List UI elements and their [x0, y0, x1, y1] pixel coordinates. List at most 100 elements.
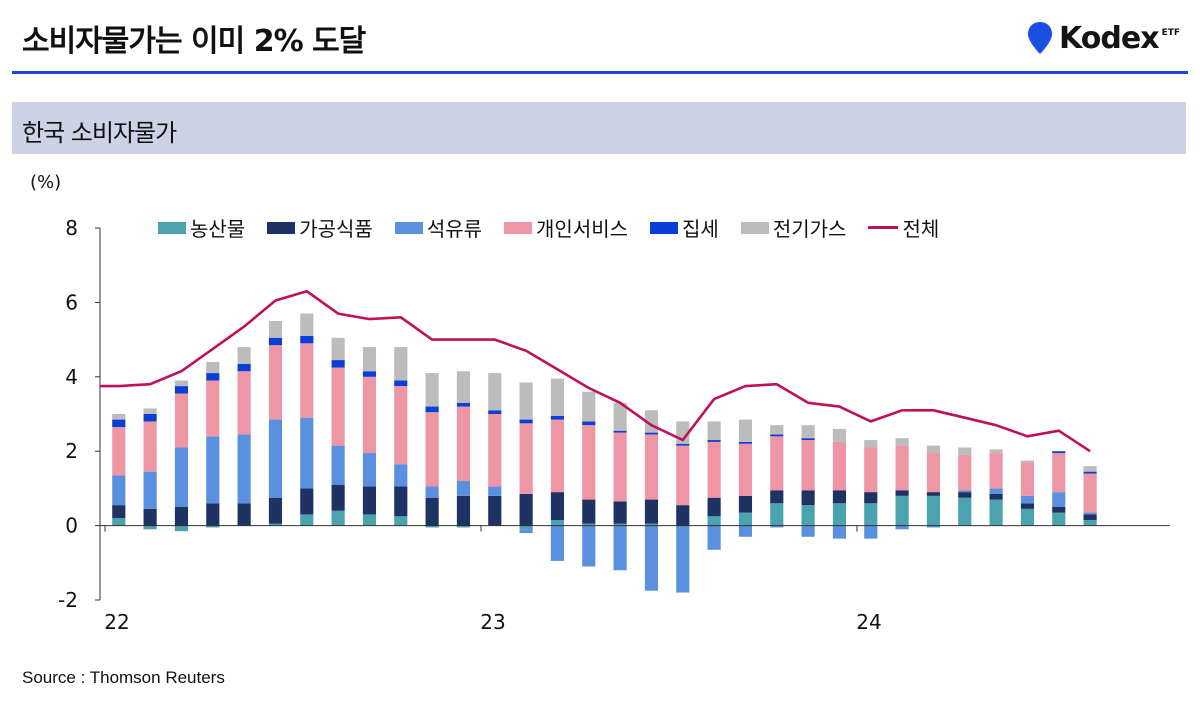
legend-swatch-processed-food	[267, 221, 296, 234]
bar-segment-utilities	[112, 414, 126, 420]
bar-segment-rent	[331, 360, 345, 368]
bar-segment-utilities	[801, 425, 815, 439]
bar-segment-personal_services	[550, 419, 565, 493]
bar-segment-agri	[112, 518, 126, 526]
bar-segment-petroleum	[1083, 512, 1097, 515]
bar-segment-agri	[770, 503, 784, 526]
bar-segment-processed_food	[394, 486, 408, 517]
bar-segment-personal_services	[676, 445, 690, 506]
bar-segment-petroleum	[425, 486, 439, 498]
bar-segment-personal_services	[174, 393, 189, 448]
bar-segment-personal_services	[112, 427, 126, 476]
bar-segment-rent	[456, 402, 471, 407]
bar-segment-utilities	[237, 347, 251, 364]
bar-segment-rent	[112, 419, 126, 428]
bar-segment-petroleum	[488, 486, 502, 496]
bar-segment-petroleum	[268, 419, 283, 498]
bar-segment-rent	[519, 419, 533, 424]
bar-segment-agri	[268, 523, 283, 526]
bar-segment-utilities	[707, 421, 721, 441]
bar-segment-rent	[268, 337, 283, 346]
legend-label-utilities: 전기가스	[772, 217, 847, 241]
bar-segment-petroleum	[707, 525, 721, 550]
bar-segment-rent	[707, 440, 721, 442]
legend-swatch-rent	[650, 221, 679, 234]
y-axis-unit: (%)	[30, 172, 62, 193]
bar-segment-agri	[425, 525, 439, 528]
bar-segment-processed_food	[488, 495, 502, 526]
bar-segment-personal_services	[832, 441, 847, 491]
bar-segment-utilities	[331, 337, 345, 361]
legend-label-total: 전체	[902, 217, 940, 241]
bar-segment-processed_food	[1020, 503, 1035, 509]
bar-segment-personal_services	[958, 454, 972, 491]
bar-segment-utilities	[143, 408, 157, 414]
bar-segment-agri	[362, 514, 377, 526]
bar-segment-utilities	[300, 313, 314, 336]
bar-segment-agri	[895, 495, 909, 526]
bar-segment-processed_food	[519, 493, 533, 526]
bar-segment-utilities	[425, 373, 439, 407]
bar-segment-petroleum	[864, 525, 878, 539]
bar-segment-utilities	[582, 391, 596, 422]
bar-segment-rent	[425, 406, 439, 413]
bar-segment-personal_services	[519, 423, 533, 494]
bar-segment-processed_food	[770, 490, 784, 504]
bar-segment-personal_services	[456, 406, 471, 481]
bar-segment-rent	[362, 371, 377, 377]
bar-segment-processed_food	[738, 495, 753, 513]
legend-item-personal-services: 개인서비스	[504, 213, 628, 242]
bar-segment-utilities	[958, 447, 972, 455]
bar-segment-petroleum	[582, 525, 596, 567]
legend-item-processed-food: 가공식품	[267, 213, 373, 242]
bar-segment-petroleum	[801, 525, 815, 537]
bar-segment-agri	[644, 523, 659, 526]
legend-item-total: 전체	[868, 213, 939, 242]
total-line	[100, 289, 1091, 453]
bar-segment-agri	[832, 503, 847, 526]
x-tick-label: 23	[480, 610, 505, 634]
bar-segment-agri	[206, 525, 220, 528]
section-band: 한국 소비자물가	[12, 102, 1186, 154]
header-divider	[12, 71, 1188, 74]
bar-segment-petroleum	[832, 525, 847, 539]
bar-segment-personal_services	[864, 447, 878, 493]
bar-segment-agri	[707, 516, 721, 526]
bar-segment-agri	[550, 520, 565, 526]
bar-segment-petroleum	[112, 475, 126, 506]
bar-segment-agri	[1020, 508, 1035, 526]
bar-segment-utilities	[738, 419, 753, 442]
bar-segment-personal_services	[801, 440, 815, 491]
bar-segment-rent	[143, 414, 157, 422]
bar-segment-petroleum	[237, 434, 251, 504]
bar-segment-petroleum	[550, 525, 565, 561]
bar-segment-utilities	[550, 378, 565, 416]
bar-segment-utilities	[770, 425, 784, 435]
legend-item-petroleum: 석유류	[394, 213, 482, 242]
bar-segment-agri	[582, 523, 596, 526]
bar-segment-rent	[237, 363, 251, 372]
bar-segment-agri	[958, 497, 972, 526]
bar-segment-utilities	[519, 382, 533, 420]
bar-segment-rent	[300, 335, 314, 344]
bar-segment-processed_food	[206, 503, 220, 526]
bar-segment-rent	[770, 434, 784, 437]
bar-segment-utilities	[362, 347, 377, 372]
bar-segment-processed_food	[237, 503, 251, 526]
bar-segment-agri	[989, 499, 1003, 526]
bar-segment-petroleum	[519, 529, 533, 534]
bar-segment-personal_services	[707, 441, 721, 498]
bar-segment-utilities	[488, 373, 502, 411]
bar-segment-processed_food	[864, 492, 878, 504]
bar-segment-personal_services	[331, 367, 345, 446]
bar-segment-petroleum	[1020, 495, 1035, 504]
legend-swatch-personal-services	[504, 221, 533, 234]
bar-segment-agri	[331, 510, 345, 526]
bar-segment-personal_services	[300, 343, 314, 418]
x-tick-label: 24	[856, 610, 881, 634]
y-tick-label: 6	[65, 290, 78, 314]
bar-segment-processed_food	[582, 499, 596, 524]
legend-label-processed-food: 가공식품	[299, 217, 373, 241]
bar-segment-personal_services	[268, 345, 283, 420]
bar-segment-processed_food	[895, 490, 909, 496]
